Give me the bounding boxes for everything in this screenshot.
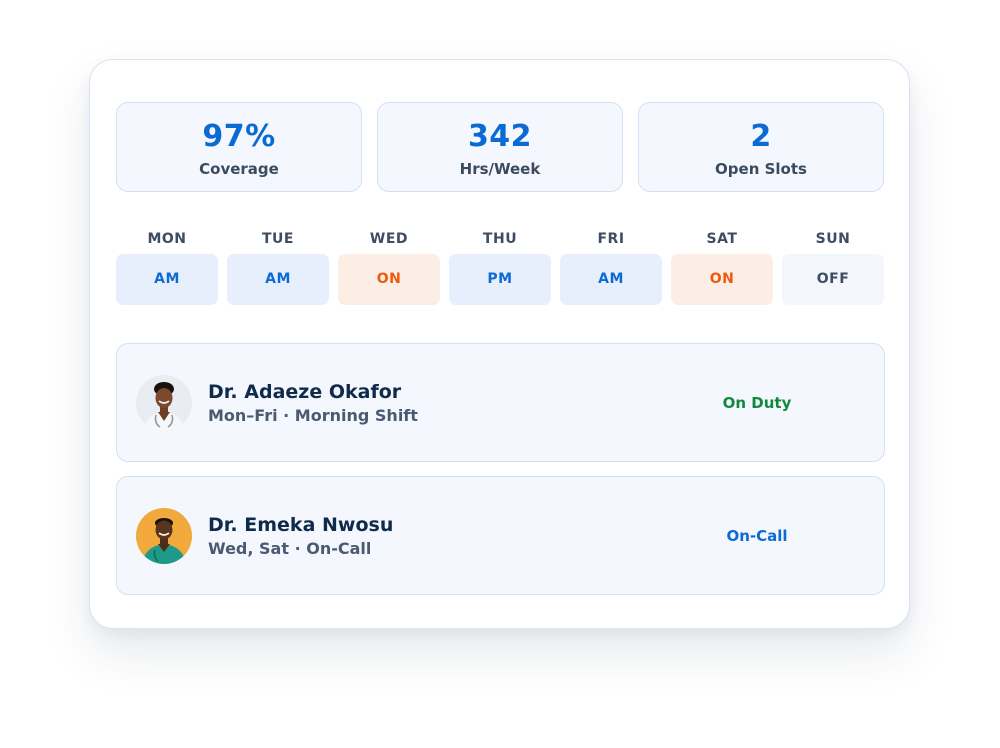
- doctor-name: Dr. Adaeze Okafor: [208, 381, 402, 403]
- stat-label: Open Slots: [715, 160, 807, 178]
- doctor-avatar: [136, 375, 192, 431]
- doctor-name: Dr. Emeka Nwosu: [208, 514, 394, 536]
- stat-open-slots: 2 Open Slots: [638, 102, 884, 192]
- doctor-schedule: Wed, Sat · On-Call: [208, 539, 372, 558]
- status-badge: On-Call: [726, 527, 788, 545]
- status-badge: On Duty: [722, 394, 792, 412]
- shift-cell-sat[interactable]: ON: [671, 254, 773, 305]
- shift-cell-fri[interactable]: AM: [560, 254, 662, 305]
- stat-label: Coverage: [199, 160, 279, 178]
- day-label-mon: MON: [147, 231, 187, 247]
- stat-value: 2: [750, 119, 772, 154]
- doctor-row[interactable]: Dr. Emeka Nwosu Wed, Sat · On-Call On-Ca…: [116, 476, 885, 595]
- day-label-fri: FRI: [597, 231, 625, 247]
- person-avatar-icon: [136, 508, 192, 564]
- stat-hours: 342 Hrs/Week: [377, 102, 623, 192]
- stat-value: 342: [467, 119, 533, 154]
- day-label-tue: TUE: [262, 231, 294, 247]
- day-label-sat: SAT: [706, 231, 738, 247]
- doctor-avatar: [136, 508, 192, 564]
- day-label-wed: WED: [369, 231, 409, 247]
- shift-cell-wed[interactable]: ON: [338, 254, 440, 305]
- shift-cell-tue[interactable]: AM: [227, 254, 329, 305]
- person-avatar-icon: [136, 375, 192, 431]
- shift-cell-sun[interactable]: OFF: [782, 254, 884, 305]
- stat-coverage: 97% Coverage: [116, 102, 362, 192]
- shift-cell-mon[interactable]: AM: [116, 254, 218, 305]
- day-label-sun: SUN: [815, 231, 851, 247]
- doctor-schedule: Mon–Fri · Morning Shift: [208, 406, 418, 425]
- stat-label: Hrs/Week: [459, 160, 541, 178]
- day-label-thu: THU: [482, 231, 518, 247]
- shift-cell-thu[interactable]: PM: [449, 254, 551, 305]
- doctor-row[interactable]: Dr. Adaeze Okafor Mon–Fri · Morning Shif…: [116, 343, 885, 462]
- stat-value: 97%: [202, 119, 276, 154]
- schedule-card: 97% Coverage 342 Hrs/Week 2 Open Slots M…: [89, 59, 910, 629]
